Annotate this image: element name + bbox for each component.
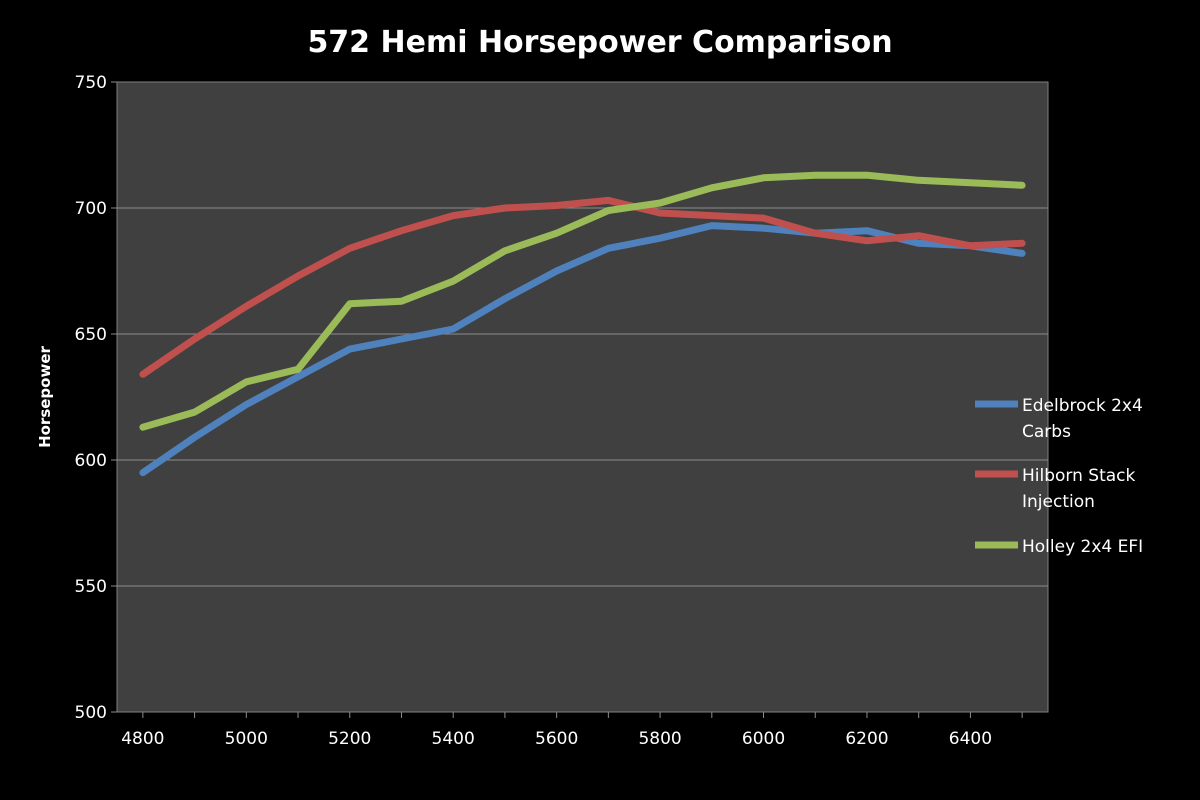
x-tick-label: 5400 [432, 729, 475, 749]
x-tick-label: 5200 [328, 729, 371, 749]
y-tick-label: 500 [75, 703, 107, 723]
x-tick-label: 5000 [225, 729, 268, 749]
series-lines [139, 171, 1026, 477]
gridlines [117, 207, 1048, 587]
x-tick-label: 6000 [742, 729, 785, 749]
legend-label: Holley 2x4 EFI [1022, 537, 1143, 557]
legend-label: Edelbrock 2x4 Carbs [1022, 396, 1143, 442]
series-line-2 [139, 196, 1026, 378]
legend-item-1: Edelbrock 2x4 Carbs [975, 396, 1143, 442]
legend-label: Hilborn Stack Injection [1022, 466, 1136, 512]
y-tick-label: 550 [75, 577, 107, 597]
legend-item-2: Hilborn Stack Injection [975, 466, 1136, 512]
y-axis-label: Horsepower [36, 345, 54, 447]
series-line-1 [139, 222, 1026, 477]
x-tick-label: 4800 [121, 729, 164, 749]
y-tick-label: 750 [75, 73, 107, 93]
y-tick-label: 650 [75, 325, 107, 345]
chart-title: 572 Hemi Horsepower Comparison [307, 25, 892, 60]
x-tick-label: 6400 [949, 729, 992, 749]
y-axis-ticks: 500 550 600 650 700 750 [75, 73, 117, 723]
plot-area [116, 81, 1049, 713]
x-tick-label: 5800 [638, 729, 681, 749]
y-tick-label: 600 [75, 451, 107, 471]
y-tick-label: 700 [75, 199, 107, 219]
series-line-3 [139, 171, 1026, 431]
x-axis-ticks: 4800 5000 5200 5400 5600 5800 6000 6200 6400 [121, 712, 1023, 749]
legend-item-3: Holley 2x4 EFI [975, 537, 1143, 557]
x-tick-label: 6200 [845, 729, 888, 749]
x-tick-label: 5600 [535, 729, 578, 749]
legend: Edelbrock 2x4 Carbs Hilborn Stack Injection… [975, 396, 1143, 557]
